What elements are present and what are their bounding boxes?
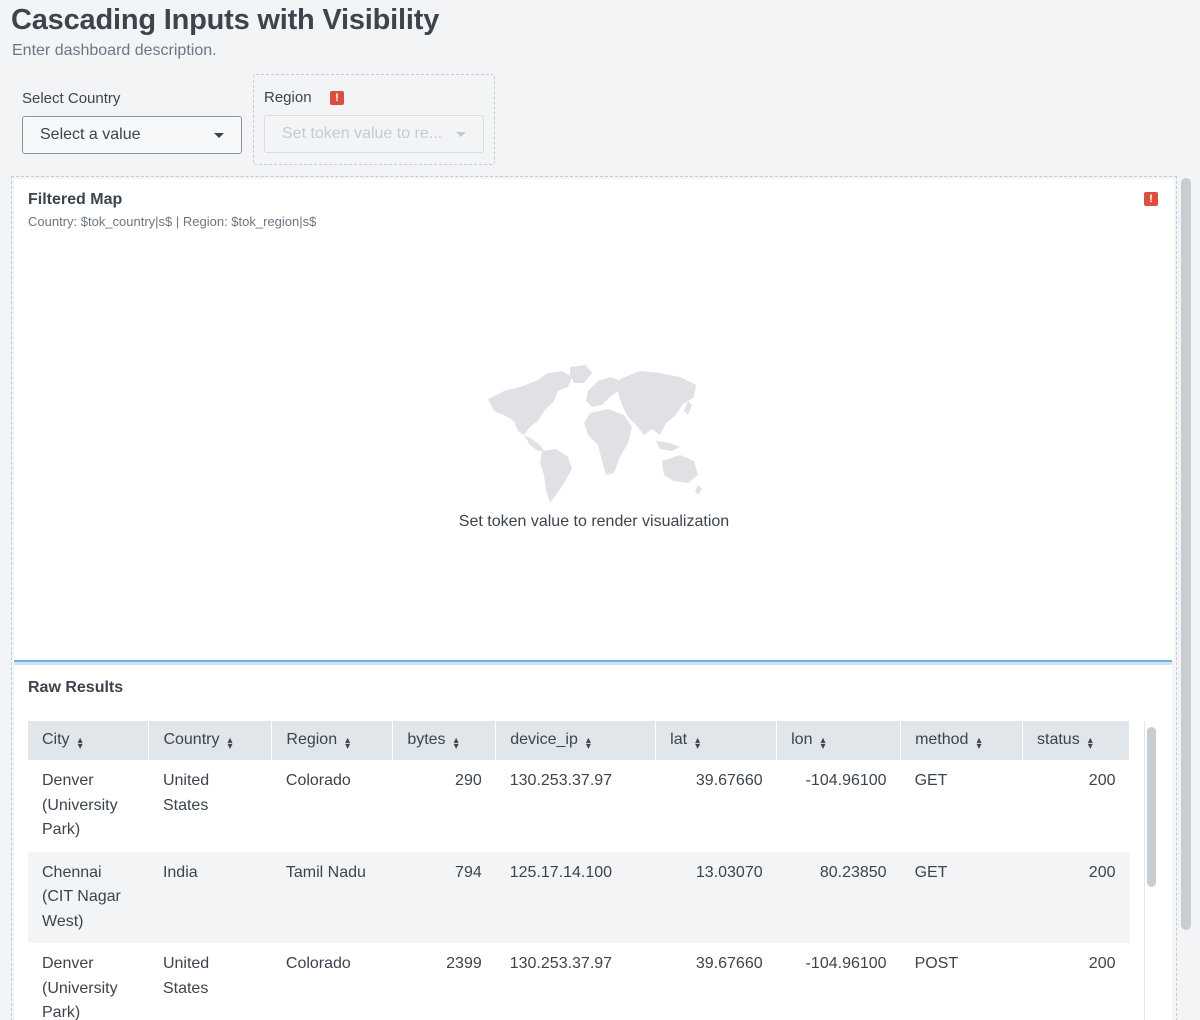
cell-country: United States (162, 772, 210, 814)
cell-lat: 39.67660 (695, 772, 763, 789)
cell-device-ip: 125.17.14.100 (495, 851, 656, 943)
cell-bytes: 2399 (446, 955, 482, 972)
cell-status: 200 (1088, 772, 1116, 789)
column-header-status[interactable]: status ▴ ▾ (1022, 721, 1130, 760)
cell-lat: 39.67660 (695, 955, 763, 972)
sort-icon: ▴ ▾ (976, 735, 982, 752)
region-input-label: Region (264, 89, 312, 106)
world-map-icon (488, 365, 702, 503)
cell-region: Colorado (285, 772, 351, 789)
sort-icon: ▴ ▾ (77, 735, 83, 752)
table-row: Chennai (CIT Nagar West) India Tamil Nadu … (28, 851, 1130, 943)
cell-country: United States (162, 955, 210, 997)
sort-icon: ▴ ▾ (345, 735, 351, 752)
column-header-country[interactable]: Country ▴ ▾ (148, 721, 273, 760)
cell-device-ip: 130.253.37.97 (509, 772, 613, 789)
panel-divider[interactable] (14, 660, 1172, 665)
results-table: City ▴ ▾ Country ▴ ▾ Region ▴ ▾ bytes ▴ ▾ device… (28, 721, 1130, 1020)
column-header-city[interactable]: City ▴ ▾ (28, 721, 150, 760)
region-input-container (253, 74, 495, 165)
country-dropdown-value: Select a value (40, 126, 141, 143)
cell-status: 200 (1088, 955, 1116, 972)
region-dropdown: Set token value to re... (264, 115, 484, 153)
column-header-method[interactable]: method ▴ ▾ (900, 721, 1023, 760)
cell-method: POST (914, 955, 959, 972)
country-dropdown[interactable]: Select a value (22, 116, 242, 154)
sort-icon: ▴ ▾ (1087, 735, 1093, 752)
column-header-bytes[interactable]: bytes ▴ ▾ (392, 721, 497, 760)
table-header-row: City ▴ ▾ Country ▴ ▾ Region ▴ ▾ bytes ▴ ▾ device… (28, 721, 1130, 760)
results-panel-title: Raw Results (28, 679, 124, 696)
cell-lon: -104.96100 (805, 772, 887, 789)
cell-method: GET (900, 851, 1023, 943)
page-scrollbar[interactable] (1181, 178, 1191, 930)
warning-icon[interactable]: ! (1144, 192, 1158, 206)
column-header-lon[interactable]: lon ▴ ▾ (776, 721, 902, 760)
cell-lon: -104.96100 (805, 955, 887, 972)
cell-city: Denver (University Park) (42, 955, 118, 1020)
warning-icon[interactable]: ! (330, 91, 344, 105)
cell-region: Colorado (285, 955, 351, 972)
chevron-down-icon (456, 132, 466, 137)
sort-icon: ▴ ▾ (227, 735, 233, 752)
table-row: Denver (University Park) United States Colo… (28, 943, 1130, 1020)
cell-lon: 80.23850 (776, 851, 901, 943)
column-header-device-ip[interactable]: device_ip ▴ ▾ (495, 721, 657, 760)
filtered-map-panel: Filtered Map Country: $tok_country|s$ | … (14, 179, 1174, 661)
dashboard-title: Cascading Inputs with Visibility (11, 4, 440, 36)
cell-device-ip: 130.253.37.97 (509, 955, 613, 972)
cell-country: India (148, 851, 272, 943)
sort-icon: ▴ ▾ (585, 735, 591, 752)
cell-bytes: 290 (455, 772, 482, 789)
map-empty-message: Set token value to render visualization (458, 513, 730, 530)
chevron-down-icon (214, 133, 224, 138)
column-header-region[interactable]: Region ▴ ▾ (271, 721, 394, 760)
map-panel-title: Filtered Map (28, 191, 123, 208)
dashboard-description: Enter dashboard description. (12, 42, 217, 59)
sort-icon: ▴ ▾ (453, 735, 459, 752)
cell-lat: 13.03070 (655, 851, 777, 943)
table-scrollbar[interactable] (1144, 721, 1158, 1020)
panel-row-outline (11, 176, 1177, 1020)
cell-city: Denver (University Park) (42, 772, 118, 838)
cell-city: Chennai (CIT Nagar West) (28, 851, 149, 943)
cell-method: GET (914, 772, 948, 789)
table-scrollbar-thumb[interactable] (1147, 727, 1156, 887)
cell-region: Tamil Nadu (271, 851, 393, 943)
region-dropdown-value: Set token value to re... (282, 125, 443, 142)
table-row: Denver (University Park) United States Colo… (28, 760, 1130, 852)
column-header-lat[interactable]: lat ▴ ▾ (655, 721, 778, 760)
cell-status: 200 (1022, 851, 1130, 943)
sort-icon: ▴ ▾ (695, 735, 701, 752)
cell-bytes: 794 (392, 851, 496, 943)
sort-icon: ▴ ▾ (820, 735, 826, 752)
map-panel-subtitle: Country: $tok_country|s$ | Region: $tok_… (28, 214, 317, 229)
country-input-label: Select Country (22, 90, 121, 107)
